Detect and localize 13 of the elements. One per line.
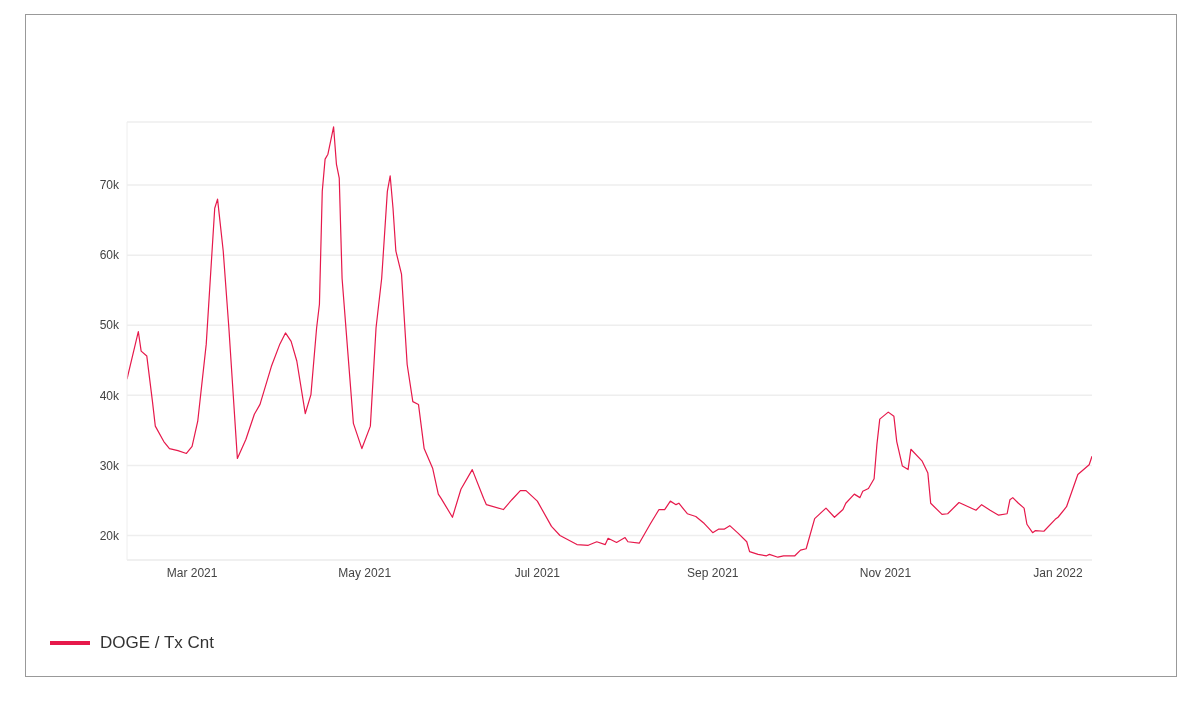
x-tick-label: Mar 2021 <box>166 565 218 580</box>
y-tick-label: 70k <box>99 178 120 193</box>
y-tick-label: 20k <box>99 528 120 543</box>
x-tick-label: Nov 2021 <box>859 565 912 580</box>
x-tick-label: Jan 2022 <box>1033 565 1084 580</box>
x-tick-label: May 2021 <box>338 565 392 580</box>
x-tick-label: Sep 2021 <box>687 565 739 580</box>
y-tick-label: 60k <box>99 248 120 263</box>
y-tick-label: 30k <box>99 458 120 473</box>
legend-label: DOGE / Tx Cnt <box>100 633 214 653</box>
y-tick-label: 40k <box>99 388 120 403</box>
x-tick-label: Jul 2021 <box>514 565 561 580</box>
y-tick-label: 50k <box>99 318 120 333</box>
